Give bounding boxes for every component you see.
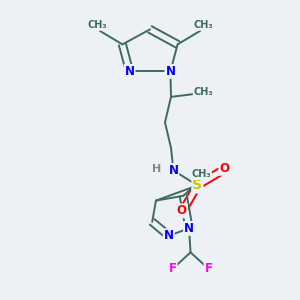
Text: N: N: [168, 164, 178, 177]
Text: CH₃: CH₃: [193, 20, 213, 30]
Text: F: F: [205, 262, 212, 275]
Text: N: N: [165, 65, 176, 78]
Text: CH₃: CH₃: [194, 86, 213, 97]
Text: N: N: [184, 222, 194, 235]
Text: N: N: [164, 229, 174, 242]
Text: O: O: [219, 162, 230, 175]
Text: O: O: [177, 204, 187, 218]
Text: S: S: [192, 178, 203, 192]
Text: CH₃: CH₃: [191, 169, 211, 179]
Text: F: F: [169, 262, 176, 275]
Text: H: H: [152, 164, 161, 174]
Text: N: N: [124, 65, 135, 78]
Text: CH₃: CH₃: [87, 20, 107, 30]
